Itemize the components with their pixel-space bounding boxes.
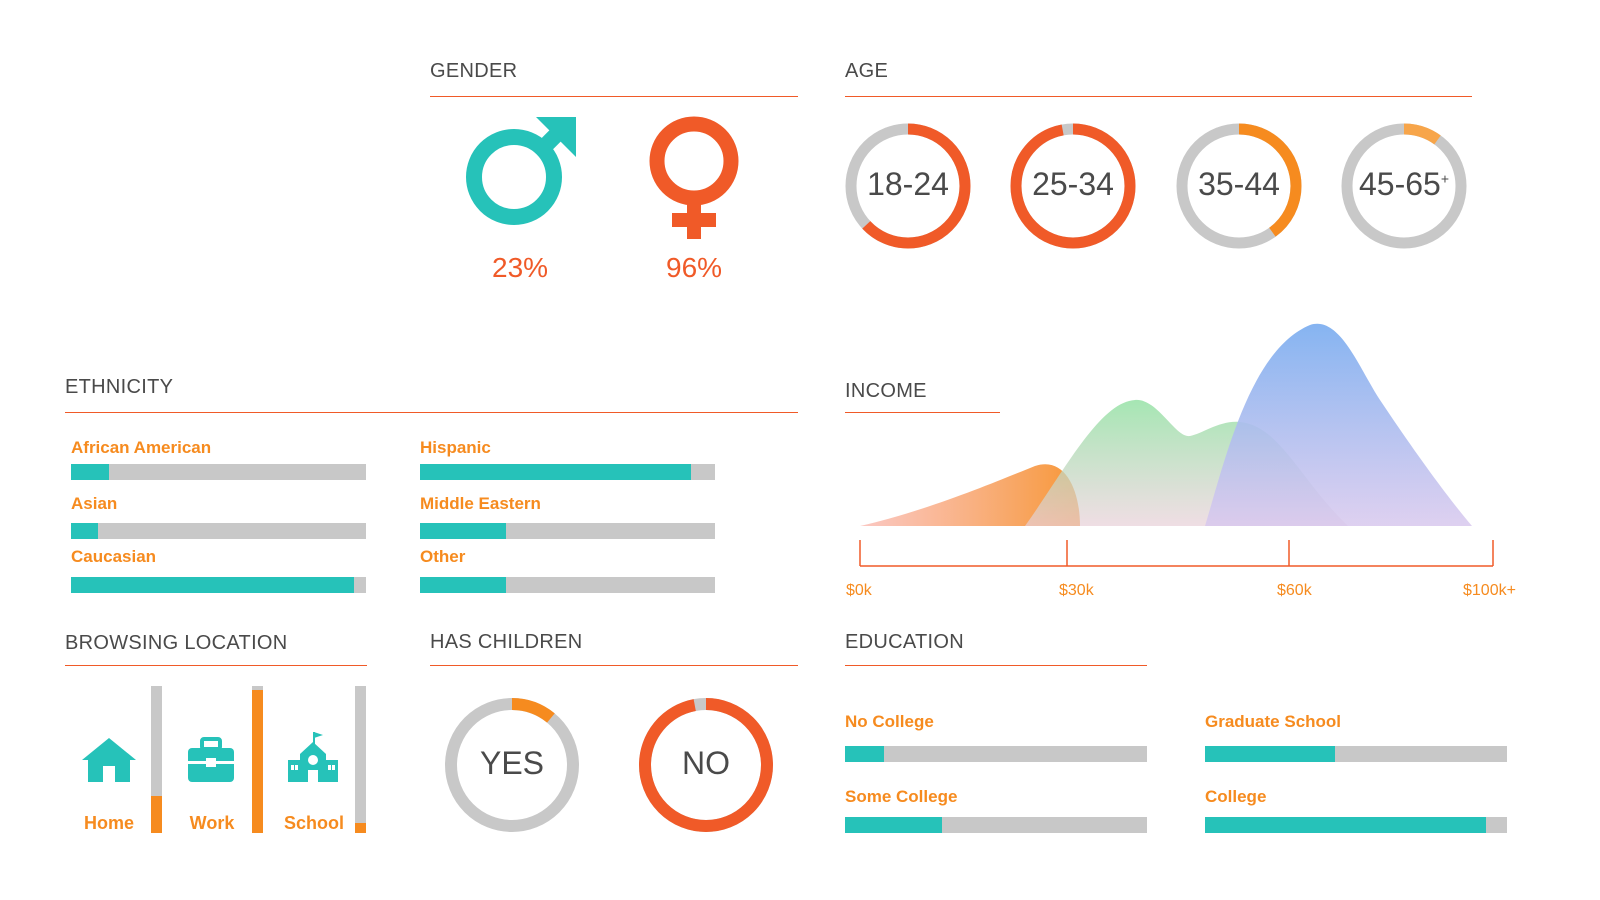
children-no-label: NO <box>682 745 730 781</box>
children-title: HAS CHILDREN <box>430 631 583 653</box>
ethnicity-asian-bar <box>71 523 366 539</box>
browsing-work-bar-fill <box>252 690 263 833</box>
ethnicity-title: ETHNICITY <box>65 376 174 398</box>
female-symbol-icon <box>649 116 739 239</box>
income-divider <box>845 412 1000 413</box>
browsing-school-label: School <box>283 813 344 833</box>
income-tick-label-0: $0k <box>846 582 872 599</box>
children-no-ring <box>639 698 773 832</box>
children-yes-label: YES <box>479 745 545 781</box>
browsing-divider <box>65 665 367 666</box>
income-tick-label-60k: $60k <box>1277 582 1312 599</box>
age-group-45-65-label: 45-65+ <box>1358 166 1450 202</box>
female-percent: 96% <box>666 252 723 283</box>
browsing-school-bar-fill <box>355 822 366 833</box>
education-college-bar <box>1205 817 1507 833</box>
male-symbol-icon <box>466 117 576 225</box>
ethnicity-middle-eastern-bar-fill <box>420 523 506 539</box>
income-area-low <box>860 464 1080 526</box>
education-some-college-bar-fill <box>845 817 942 833</box>
age-group-18-24-label: 18-24 <box>867 166 949 202</box>
ethnicity-african-american-bar-fill <box>71 464 110 480</box>
browsing-work-label: Work <box>189 813 235 833</box>
school-icon <box>288 732 338 782</box>
age-group-35-44-ring <box>1176 123 1302 249</box>
education-title: EDUCATION <box>845 631 964 653</box>
age-group-18-24-ring-arc <box>845 123 971 249</box>
children-yes-ring <box>445 698 579 832</box>
age-group-25-34-label: 25-34 <box>1032 166 1114 202</box>
age-group-45-65-ring <box>1341 123 1467 249</box>
children-no-ring-arc <box>639 698 773 832</box>
ethnicity-african-american-label: African American <box>71 438 212 457</box>
gender-title: GENDER <box>430 60 518 82</box>
ethnicity-asian-label: Asian <box>71 494 118 513</box>
ethnicity-other-bar <box>420 577 715 593</box>
ethnicity-other-label: Other <box>420 547 466 566</box>
gender-divider <box>430 96 798 97</box>
ethnicity-hispanic-bar <box>420 464 715 480</box>
browsing-school-bar <box>355 686 366 833</box>
ethnicity-caucasian-bar-fill <box>71 577 355 593</box>
education-college-label: College <box>1205 787 1267 806</box>
education-graduate-school-bar <box>1205 746 1507 762</box>
ethnicity-middle-eastern-bar <box>420 523 715 539</box>
education-no-college-label: No College <box>845 712 934 731</box>
browsing-work-bar <box>252 686 263 833</box>
income-chart <box>859 323 1494 567</box>
age-group-35-44-ring-arc <box>1176 123 1302 249</box>
browsing-home-bar-fill <box>151 796 162 833</box>
income-tick-label-30k: $30k <box>1059 582 1094 599</box>
house-icon <box>82 738 136 782</box>
male-percent: 23% <box>492 252 549 283</box>
education-graduate-school-label: Graduate School <box>1205 712 1342 731</box>
briefcase-icon <box>188 737 234 782</box>
education-some-college-bar <box>845 817 1147 833</box>
education-graduate-school-bar-fill <box>1205 746 1335 762</box>
ethnicity-african-american-bar <box>71 464 366 480</box>
browsing-home-bar <box>151 686 162 833</box>
education-college-bar-fill <box>1205 817 1486 833</box>
age-title: AGE <box>845 60 889 82</box>
ethnicity-hispanic-label: Hispanic <box>420 438 491 457</box>
age-group-18-24-ring <box>845 123 971 249</box>
ethnicity-hispanic-bar-fill <box>420 464 692 480</box>
children-yes-ring-arc <box>445 698 579 832</box>
ethnicity-asian-bar-fill <box>71 523 98 539</box>
income-area-high <box>1205 323 1472 526</box>
browsing-home-label: Home <box>83 813 134 833</box>
children-divider <box>430 665 798 666</box>
browsing-title: BROWSING LOCATION <box>65 632 288 654</box>
education-no-college-bar <box>845 746 1147 762</box>
ethnicity-other-bar-fill <box>420 577 506 593</box>
education-some-college-label: Some College <box>845 787 958 806</box>
ethnicity-divider <box>65 412 798 413</box>
education-no-college-bar-fill <box>845 746 885 762</box>
age-group-35-44-label: 35-44 <box>1198 166 1280 202</box>
education-divider <box>845 665 1147 666</box>
income-tick-label-100k: $100k+ <box>1463 582 1516 599</box>
ethnicity-middle-eastern-label: Middle Eastern <box>420 494 541 513</box>
age-group-25-34-ring-arc <box>1010 123 1136 249</box>
age-group-45-65-ring-arc <box>1341 123 1467 249</box>
age-group-25-34-ring <box>1010 123 1136 249</box>
ethnicity-caucasian-bar <box>71 577 366 593</box>
ethnicity-caucasian-label: Caucasian <box>71 547 157 566</box>
income-title: INCOME <box>845 380 927 402</box>
age-divider <box>845 96 1472 97</box>
